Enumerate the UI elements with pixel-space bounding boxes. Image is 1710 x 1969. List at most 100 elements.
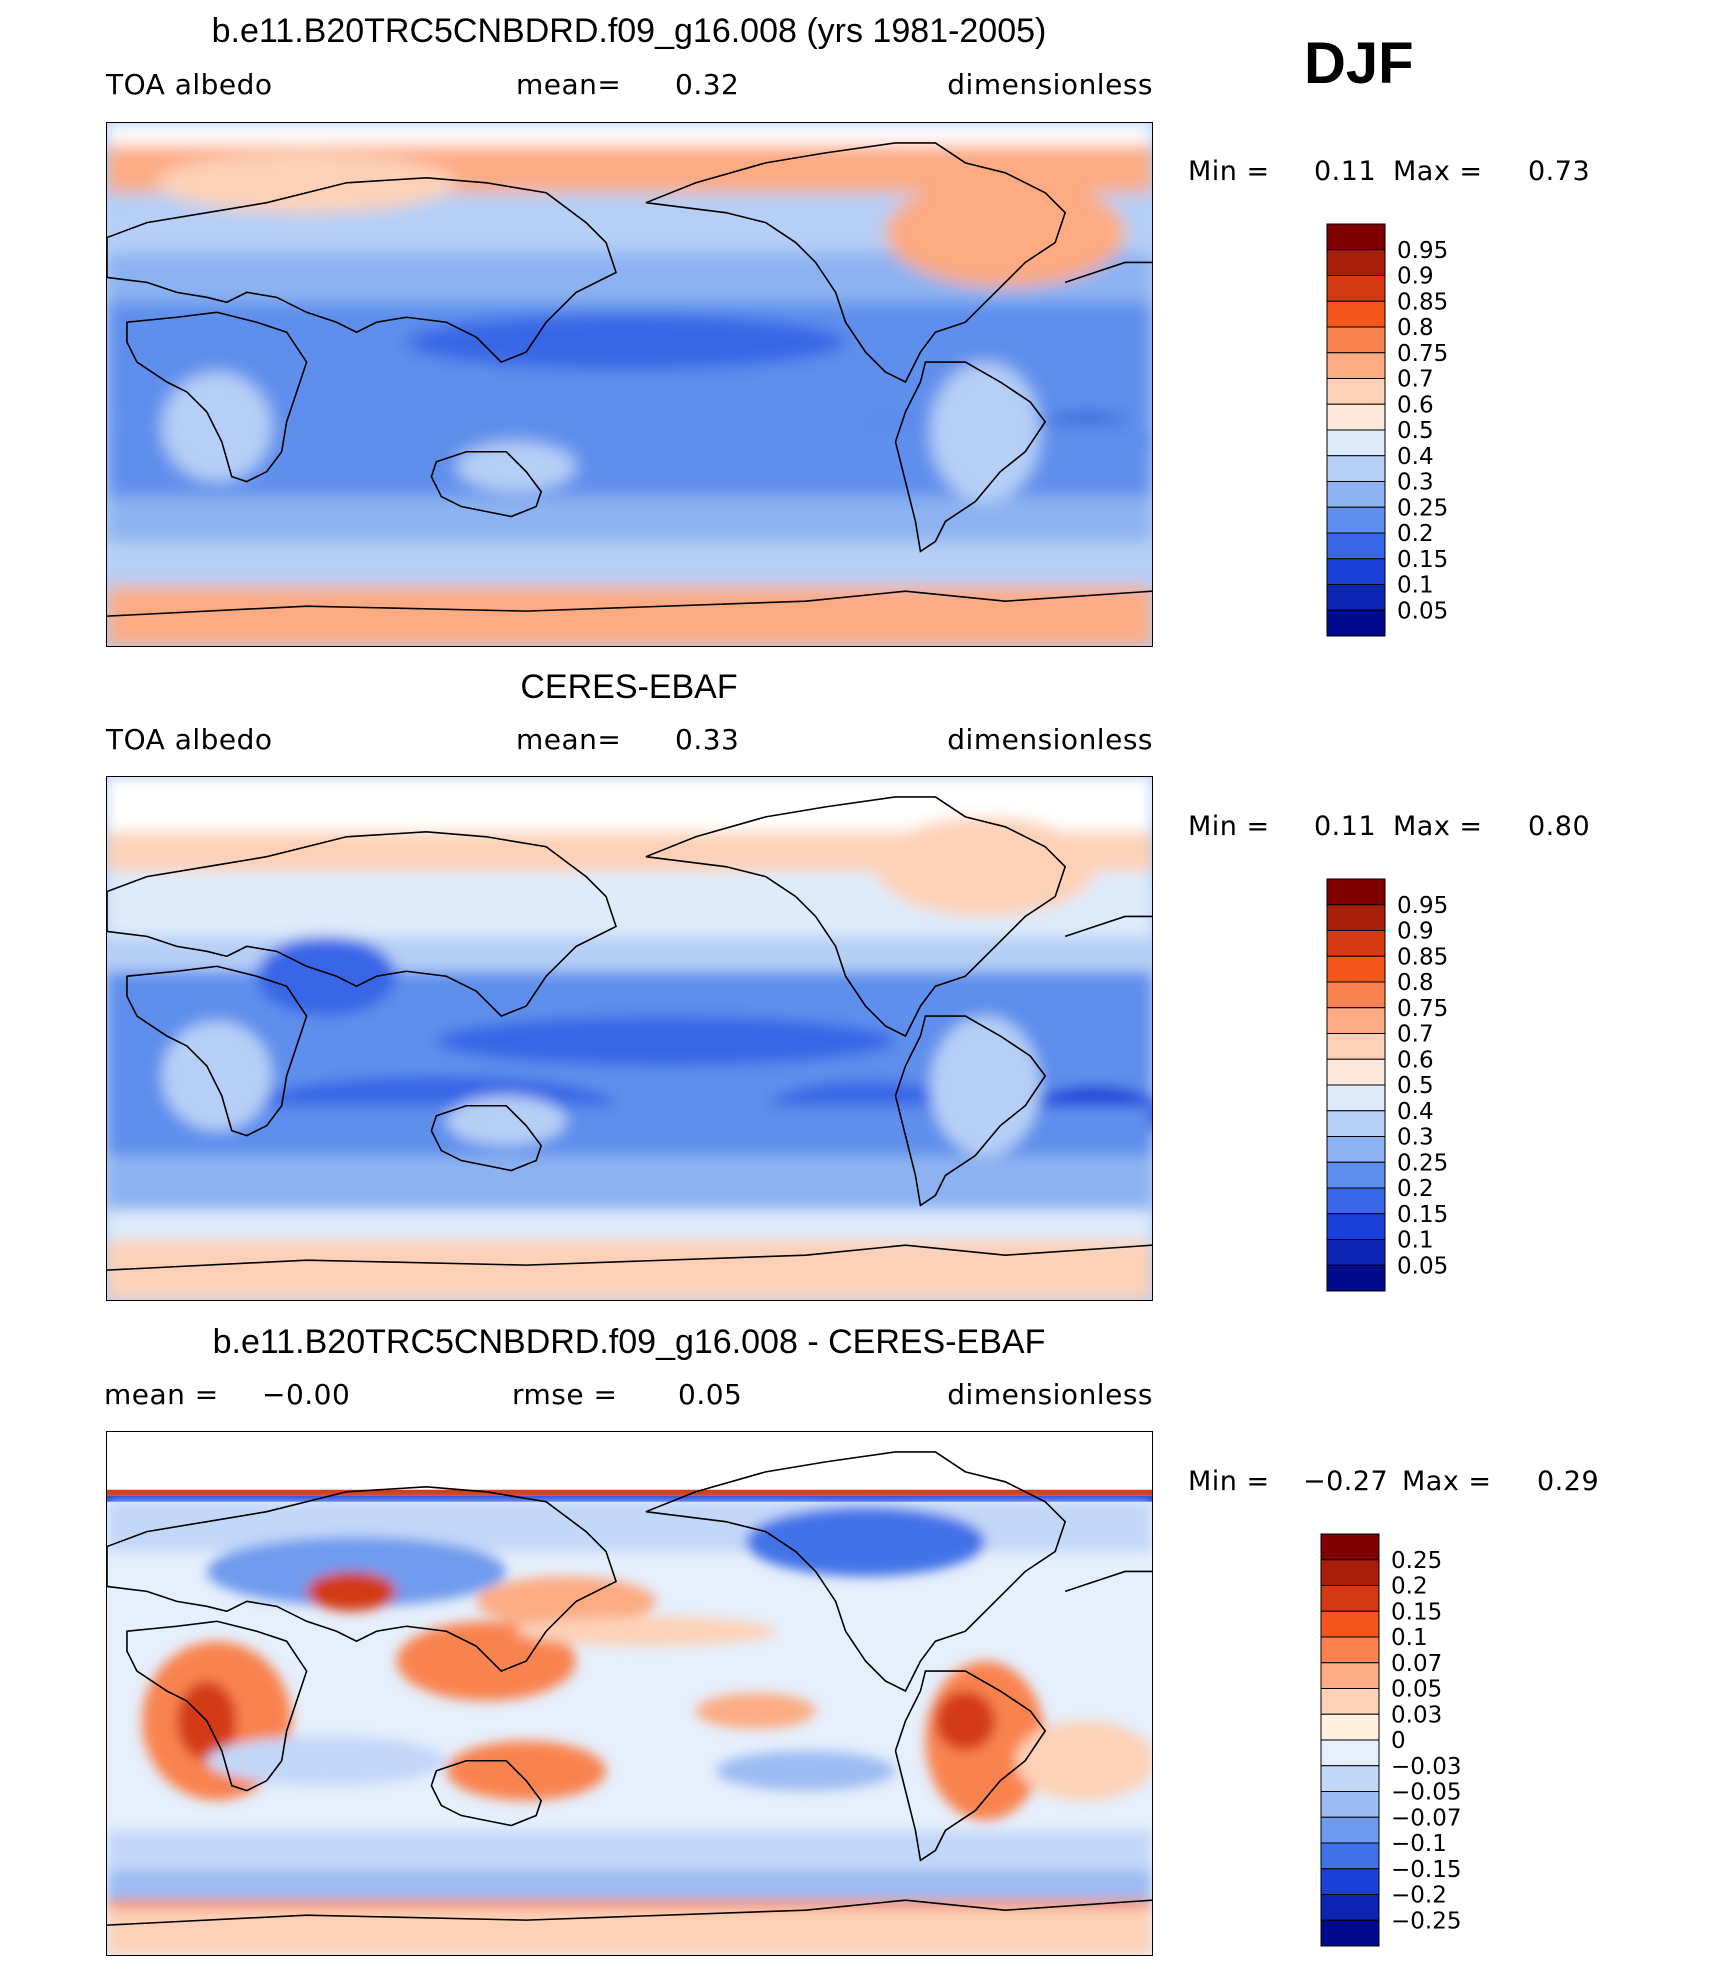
colorbar-swatch [1320, 1894, 1380, 1921]
colorbar-tick-label: 0.6 [1397, 1047, 1434, 1073]
colorbar-swatch [1326, 352, 1386, 379]
colorbar-tick-label: 0.8 [1397, 315, 1434, 341]
max-value: 0.80 [1528, 811, 1591, 842]
colorbar-swatch [1320, 1919, 1380, 1947]
colorbar-swatch [1326, 455, 1386, 482]
mean-value: 0.33 [675, 723, 740, 756]
colorbar-tick-label: 0.5 [1397, 1073, 1434, 1099]
colorbar-tick-label: 0.07 [1391, 1651, 1442, 1677]
units-label: dimensionless [947, 723, 1153, 756]
colorbar-swatch [1326, 300, 1386, 328]
colorbar-tick-label: 0.15 [1397, 1202, 1448, 1228]
colorbar-tick-label: 0.2 [1397, 521, 1434, 547]
colorbar-swatch [1320, 1559, 1380, 1586]
variable-label: TOA albedo [106, 68, 273, 101]
colorbar-tick-label: 0.5 [1397, 418, 1434, 444]
colorbar-tick-label: 0.8 [1397, 970, 1434, 996]
colorbar-swatch [1326, 904, 1386, 931]
colorbar-tick-label: 0.95 [1397, 893, 1448, 919]
colorbar-tick-label: −0.07 [1391, 1805, 1461, 1831]
colorbar-swatch [1326, 1239, 1386, 1266]
colorbar-swatch [1326, 249, 1386, 276]
colorbar-swatch [1326, 403, 1386, 431]
model-albedo-map [106, 122, 1153, 647]
colorbar-swatch [1326, 609, 1386, 637]
colorbar-swatch [1320, 1533, 1380, 1561]
colorbar-tick-label: 0.2 [1397, 1176, 1434, 1202]
colorbar-tick-label: 0.1 [1397, 1228, 1434, 1254]
colorbar: 0.95 0.9 0.85 0.8 0.75 0.7 0.6 0.5 0.4 0.3 0.25 0.2… [1326, 877, 1566, 1297]
colorbar-tick-label: 0.9 [1397, 919, 1434, 945]
panel-title: CERES-EBAF [520, 668, 738, 706]
min-label: Min = [1188, 156, 1270, 187]
max-label: Max = [1402, 1466, 1492, 1497]
mean-value: 0.32 [675, 68, 740, 101]
colorbar-tick-label: −0.03 [1391, 1754, 1461, 1780]
colorbar-tick-label: −0.05 [1391, 1780, 1461, 1806]
min-label: Min = [1188, 1466, 1270, 1497]
min-value: 0.11 [1314, 811, 1377, 842]
colorbar-tick-label: 0.6 [1397, 392, 1434, 418]
colorbar-tick-label: 0.15 [1391, 1599, 1442, 1625]
colorbar-tick-label: 0.25 [1397, 495, 1448, 521]
mean-label: mean= [516, 68, 622, 101]
colorbar-tick-label: 0.3 [1397, 1125, 1434, 1151]
units-label: dimensionless [947, 68, 1153, 101]
colorbar-swatch [1326, 481, 1386, 508]
min-value: 0.11 [1314, 156, 1377, 187]
colorbar-swatch [1326, 1187, 1386, 1215]
colorbar-swatch [1320, 1791, 1380, 1818]
colorbar-swatch [1320, 1585, 1380, 1612]
colorbar-swatch [1326, 1058, 1386, 1086]
colorbar-tick-label: 0.7 [1397, 1022, 1434, 1048]
colorbar-tick-label: 0.95 [1397, 238, 1448, 264]
panel-title: b.e11.B20TRC5CNBDRD.f09_g16.008 - CERES-… [212, 1323, 1046, 1361]
units-label: dimensionless [947, 1378, 1153, 1411]
colorbar-swatch [1326, 223, 1386, 251]
colorbar-tick-label: 0.05 [1391, 1677, 1442, 1703]
colorbar-swatch [1320, 1610, 1380, 1638]
colorbar-tick-label: −0.2 [1391, 1883, 1447, 1909]
colorbar-swatch [1326, 981, 1386, 1009]
colorbar-tick-label: 0.7 [1397, 367, 1434, 393]
colorbar-swatch [1326, 1033, 1386, 1060]
colorbar-swatch [1326, 1007, 1386, 1034]
rmse-value: 0.05 [678, 1378, 743, 1411]
colorbar-swatch [1326, 1136, 1386, 1163]
max-value: 0.73 [1528, 156, 1591, 187]
colorbar-tick-label: 0.4 [1397, 1099, 1434, 1125]
max-label: Max = [1393, 156, 1483, 187]
min-label: Min = [1188, 811, 1270, 842]
colorbar-tick-label: 0.05 [1397, 598, 1448, 624]
colorbar-swatch [1326, 506, 1386, 534]
colorbar-tick-label: 0.25 [1391, 1548, 1442, 1574]
colorbar-tick-label: −0.1 [1391, 1831, 1447, 1857]
colorbar-swatch [1320, 1868, 1380, 1895]
min-value: −0.27 [1303, 1466, 1389, 1497]
colorbar-tick-label: 0.1 [1397, 573, 1434, 599]
colorbar-swatch [1320, 1688, 1380, 1715]
colorbar-tick-label: 0.15 [1397, 547, 1448, 573]
colorbar-swatch [1320, 1713, 1380, 1741]
panel-title: b.e11.B20TRC5CNBDRD.f09_g16.008 (yrs 198… [211, 12, 1047, 50]
mean-label: mean = [104, 1378, 219, 1411]
colorbar-tick-label: 0.4 [1397, 444, 1434, 470]
colorbar-swatch [1326, 1264, 1386, 1292]
colorbar-tick-label: 0.85 [1397, 944, 1448, 970]
colorbar-swatch [1326, 878, 1386, 906]
colorbar-swatch [1326, 558, 1386, 585]
max-value: 0.29 [1537, 1466, 1600, 1497]
variable-label: TOA albedo [106, 723, 273, 756]
colorbar-swatch [1326, 378, 1386, 405]
colorbar-swatch [1326, 532, 1386, 560]
colorbar-swatch [1320, 1739, 1380, 1767]
colorbar-swatch [1326, 1161, 1386, 1189]
colorbar-swatch [1320, 1816, 1380, 1844]
colorbar-tick-label: −0.25 [1391, 1908, 1461, 1934]
colorbar-swatch [1320, 1842, 1380, 1870]
colorbar-tick-label: 0.75 [1397, 341, 1448, 367]
colorbar-tick-label: 0.25 [1397, 1150, 1448, 1176]
difference-map [106, 1431, 1153, 1956]
colorbar-swatch [1326, 326, 1386, 354]
mean-label: mean= [516, 723, 622, 756]
